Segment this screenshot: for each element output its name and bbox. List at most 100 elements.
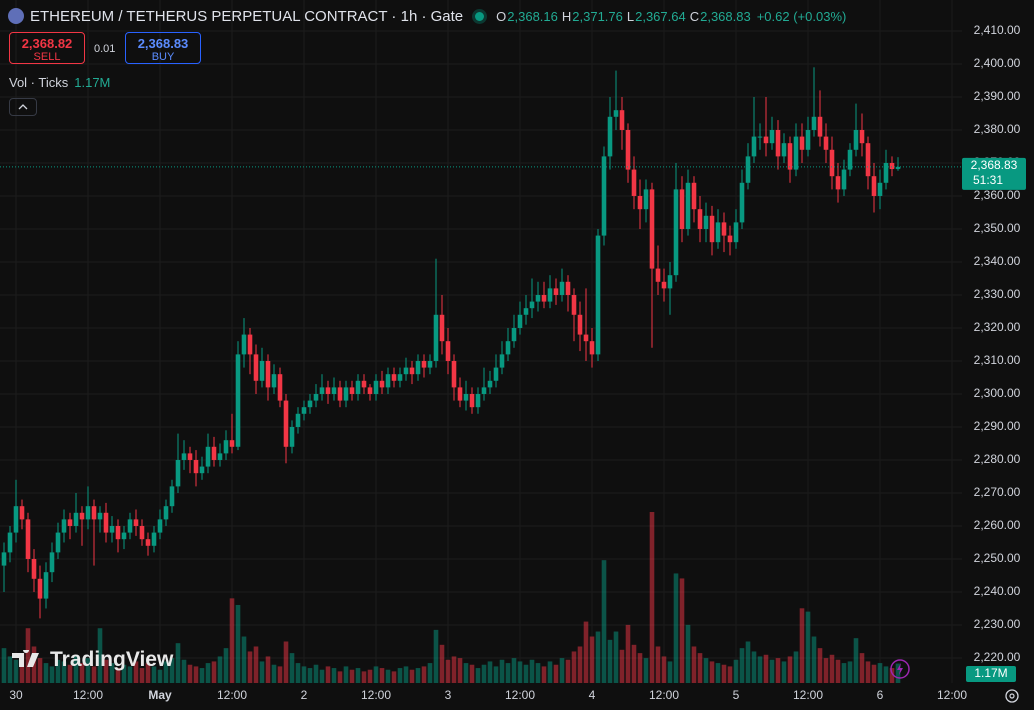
volume-label-box xyxy=(966,666,1016,682)
candle-body xyxy=(199,466,205,474)
volume-bar xyxy=(73,656,79,683)
brand-icon xyxy=(12,650,39,667)
volume-bar xyxy=(829,654,835,683)
candle-body xyxy=(823,136,829,150)
volume-bar xyxy=(265,656,271,683)
settings-icon xyxy=(1005,689,1019,703)
candle-body xyxy=(331,387,337,394)
volume-bar xyxy=(625,624,631,683)
volume-bar xyxy=(649,512,655,683)
volume-bar xyxy=(313,664,319,683)
candle-body xyxy=(559,281,565,295)
candle-body xyxy=(679,189,685,229)
y-tick-label: 2,220.00 xyxy=(974,650,1021,664)
volume-bar xyxy=(667,661,673,683)
close-value: 2,368.83 xyxy=(700,8,751,24)
volume-bar xyxy=(439,644,445,683)
y-tick-label: 2,350.00 xyxy=(974,221,1021,235)
candle-body xyxy=(877,182,883,196)
candle-body xyxy=(565,281,571,295)
candle-body xyxy=(127,519,133,533)
buy-button[interactable]: 2,368.83 BUY xyxy=(125,32,201,64)
volume-bar xyxy=(733,659,739,683)
volume-bar xyxy=(835,659,841,683)
volume-bar xyxy=(493,666,499,683)
volume-bar xyxy=(511,658,517,683)
x-tick-label: 3 xyxy=(445,688,452,702)
volume-bar xyxy=(229,598,235,683)
volume-bar xyxy=(643,658,649,683)
volume-bar xyxy=(787,656,793,683)
x-tick-label: 5 xyxy=(733,688,740,702)
candle-body xyxy=(55,532,61,553)
symbol: ETHEREUM / TETHERUS PERPETUAL CONTRACT ·… xyxy=(30,7,464,25)
volume-bar xyxy=(553,664,559,683)
high-value: 2,371.76 xyxy=(572,8,623,24)
volume-bar xyxy=(877,663,883,683)
candle-body xyxy=(763,136,769,144)
volume-bar xyxy=(211,661,217,683)
candle-body xyxy=(97,512,103,520)
volume-bar xyxy=(397,668,403,683)
candle-body xyxy=(577,314,583,335)
low-value: 2,367.64 xyxy=(635,8,686,24)
candle-body xyxy=(745,156,751,183)
sell-label: SELL xyxy=(33,51,61,63)
x-tick-label: 4 xyxy=(589,688,596,702)
volume-bar xyxy=(481,664,487,683)
candle-body xyxy=(739,182,745,223)
candle-body xyxy=(751,136,757,157)
volume-bar xyxy=(637,653,643,683)
candle-body xyxy=(241,334,247,355)
volume-bar xyxy=(571,651,577,683)
candle-body xyxy=(115,525,121,540)
candle-body xyxy=(553,288,559,295)
y-tick-label: 2,400.00 xyxy=(974,56,1021,70)
candle-body xyxy=(649,189,655,269)
candle-body xyxy=(481,387,487,394)
change: +0.62 (+0.03%) xyxy=(756,8,847,24)
volume-bar xyxy=(235,604,241,683)
x-tick-label: 12:00 xyxy=(649,688,679,702)
candle-body xyxy=(133,519,139,526)
candle-body xyxy=(601,156,607,236)
volume-bar xyxy=(169,658,175,683)
volume-bar xyxy=(415,668,421,683)
candle-body xyxy=(361,380,367,388)
candle-body xyxy=(427,360,433,368)
candle-body xyxy=(283,400,289,447)
candle-body xyxy=(301,407,307,414)
collapse-button[interactable] xyxy=(9,98,37,116)
volume-bar xyxy=(319,669,325,683)
candle-body xyxy=(517,314,523,328)
candle-body xyxy=(211,446,217,460)
volume-bar xyxy=(199,668,205,683)
candle-body xyxy=(667,275,673,289)
sell-button[interactable]: 2,368.82 SELL xyxy=(9,32,85,64)
candle-body xyxy=(439,314,445,342)
candle-body xyxy=(811,116,817,130)
volume-bar xyxy=(517,661,523,683)
volume-bar xyxy=(127,666,133,683)
candle-body xyxy=(391,374,397,381)
volume-bar xyxy=(85,658,91,683)
candle-body xyxy=(475,393,481,408)
y-tick-label: 2,360.00 xyxy=(974,188,1021,202)
candle-body xyxy=(355,380,361,394)
y-tick-label: 2,290.00 xyxy=(974,419,1021,433)
candle-body xyxy=(859,129,865,144)
candle-body xyxy=(43,572,49,599)
volume-bar xyxy=(385,669,391,683)
volume-bar xyxy=(895,663,901,683)
x-tick-label: 12:00 xyxy=(937,688,967,702)
volume-bar xyxy=(421,666,427,683)
volume-bar xyxy=(859,653,865,683)
indicator-value: 1.17M xyxy=(74,75,111,90)
x-tick-label: 12:00 xyxy=(73,688,103,702)
volume-bar xyxy=(763,654,769,683)
volume-bar xyxy=(91,666,97,683)
replay-icon xyxy=(890,659,910,679)
volume-bar xyxy=(67,664,73,683)
candle-body xyxy=(685,182,691,229)
